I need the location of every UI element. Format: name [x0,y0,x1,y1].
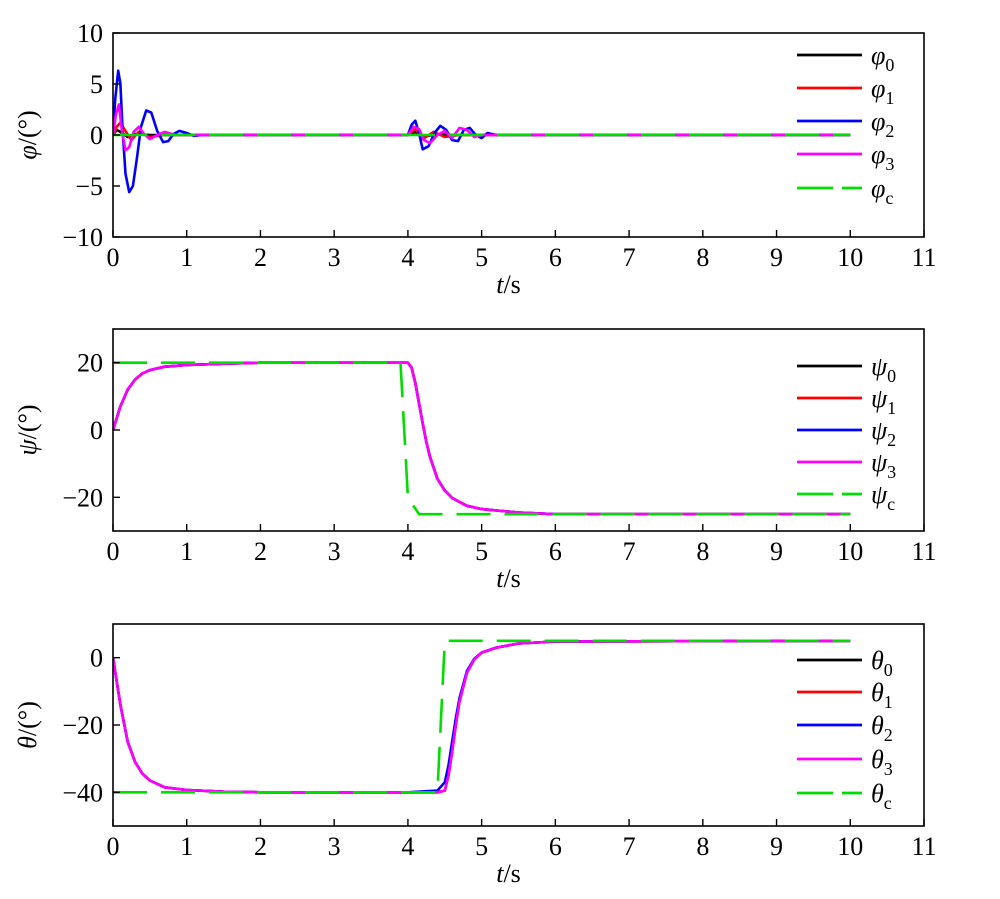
x-tick-label: 1 [180,832,193,861]
x-tick-label: 6 [549,243,562,272]
x-tick-label: 4 [401,832,414,861]
x-tick-label: 2 [254,537,267,566]
legend-entry-2: φ2 [871,107,894,141]
x-tick-label: 9 [770,243,783,272]
x-tick-label: 1 [180,243,193,272]
x-axis-label: t/s [496,270,521,299]
legend-entry-3: θ3 [871,745,893,779]
legend-entry-0: φ0 [871,41,894,75]
legend-entry-c: φc [871,174,893,208]
legend-entry-0: θ0 [871,646,893,680]
x-tick-label: 2 [254,243,267,272]
series-group [113,69,851,194]
legend-entry-3: ψ3 [871,448,896,482]
y-axis-label: φ/(°) [13,110,42,159]
x-tick-label: 8 [696,832,709,861]
y-tick-label: −20 [62,483,103,512]
y-tick-label: −20 [62,711,103,740]
y-tick-label: 0 [90,121,103,150]
x-tick-label: 10 [837,537,863,566]
y-tick-label: −40 [62,778,103,807]
legend-entry-1: φ1 [871,74,894,108]
y-tick-label: 5 [90,70,103,99]
x-tick-label: 1 [180,537,193,566]
x-tick-label: 9 [770,537,783,566]
legend-entry-3: φ3 [871,140,894,174]
x-tick-label: 5 [475,537,488,566]
y-axis-label: ψ/(°) [13,404,42,455]
legend-entry-1: θ1 [871,678,893,712]
series-line-2 [113,361,851,516]
x-tick-label: 7 [623,832,636,861]
y-tick-label: −5 [75,172,103,201]
series-line-3 [113,361,851,516]
series-line-0 [113,361,851,516]
legend-entry-1: ψ1 [871,384,896,418]
x-tick-label: 7 [623,243,636,272]
x-tick-label: 6 [549,832,562,861]
legend-entry-0: ψ0 [871,352,896,386]
x-tick-label: 9 [770,832,783,861]
x-tick-label: 0 [107,537,120,566]
x-tick-label: 4 [401,243,414,272]
x-tick-label: 8 [696,243,709,272]
legend-entry-c: θc [871,779,892,813]
series-line-1 [113,361,851,516]
legend-entry-2: θ2 [871,711,893,745]
series-line-1 [113,639,851,794]
series-line-3 [113,103,851,152]
x-tick-label: 11 [911,832,936,861]
series-line-c [113,361,851,516]
x-axis-label: t/s [496,564,521,593]
y-tick-label: 0 [90,416,103,445]
series-group [113,361,851,516]
legend-entry-c: ψc [871,480,895,514]
series-line-c [113,639,851,794]
series-line-3 [113,639,851,794]
x-tick-label: 7 [623,537,636,566]
x-tick-label: 4 [401,537,414,566]
x-tick-label: 11 [911,243,936,272]
x-tick-label: 0 [107,243,120,272]
series-group [113,639,851,794]
series-line-0 [113,639,851,794]
x-tick-label: 5 [475,243,488,272]
x-tick-label: 10 [837,832,863,861]
y-axis-label: θ/(°) [13,701,42,749]
x-tick-label: 2 [254,832,267,861]
series-line-2 [113,69,851,194]
legend-entry-2: ψ2 [871,416,896,450]
y-tick-label: 0 [90,644,103,673]
x-tick-label: 3 [328,832,341,861]
series-line-2 [113,639,851,794]
x-tick-label: 3 [328,537,341,566]
x-tick-label: 3 [328,243,341,272]
x-tick-label: 11 [911,537,936,566]
y-tick-label: 10 [77,19,103,48]
x-tick-label: 5 [475,832,488,861]
x-axis-label: t/s [496,859,521,888]
y-tick-label: −10 [62,223,103,252]
x-tick-label: 6 [549,537,562,566]
y-tick-label: 20 [77,349,103,378]
x-tick-label: 8 [696,537,709,566]
x-tick-label: 10 [837,243,863,272]
chart-panel-0: 0 1 2 3 4 5 6 7 8 9 10 11 −10 −5 0 5 10 t/s φ/(°) φ0φ1φ2φ3φ… [13,19,937,299]
x-tick-label: 0 [107,832,120,861]
